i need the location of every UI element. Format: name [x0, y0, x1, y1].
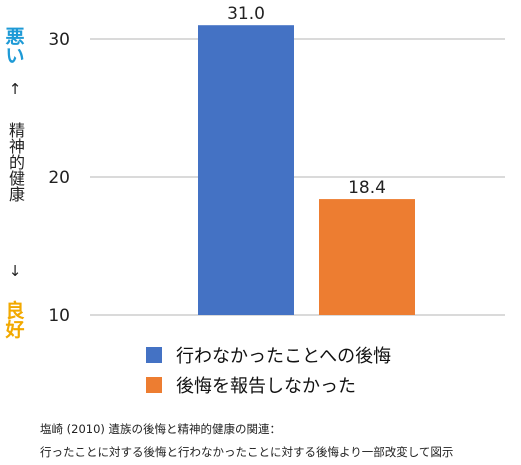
bar-chart: 10 20 30 31.0 18.4: [48, 4, 505, 326]
y-tick-label-10: 10: [48, 306, 70, 326]
y-axis-down-arrow: ↓: [8, 262, 22, 280]
legend-label-no-regret: 後悔を報告しなかった: [176, 376, 356, 397]
chart-legend: 行わなかったことへの後悔 後悔を報告しなかった: [146, 340, 391, 400]
y-axis-up-arrow: ↑: [8, 80, 22, 98]
legend-swatch-blue: [146, 347, 162, 363]
source-line-1: 塩崎 (2010) 遺族の後悔と精神的健康の関連：: [40, 422, 282, 436]
bar-1: [198, 25, 294, 315]
legend-item-no-regret: 後悔を報告しなかった: [146, 370, 391, 400]
bar-2: [319, 199, 415, 315]
legend-item-not-done: 行わなかったことへの後悔: [146, 340, 391, 370]
y-axis-label-mental-health: 精神的健康: [6, 122, 25, 202]
y-axis-label-good: 良好: [5, 300, 25, 341]
bar-value-label-1: 31.0: [227, 4, 265, 24]
source-line-2: 行ったことに対する後悔と行わなかったことに対する後悔より一部改変して図示: [40, 445, 454, 459]
legend-label-not-done: 行わなかったことへの後悔: [176, 346, 392, 367]
y-tick-label-20: 20: [48, 168, 70, 188]
y-axis-label-bad: 悪い: [5, 26, 25, 67]
legend-swatch-orange: [146, 377, 162, 393]
bar-value-label-2: 18.4: [348, 178, 386, 198]
y-tick-label-30: 30: [48, 30, 70, 50]
